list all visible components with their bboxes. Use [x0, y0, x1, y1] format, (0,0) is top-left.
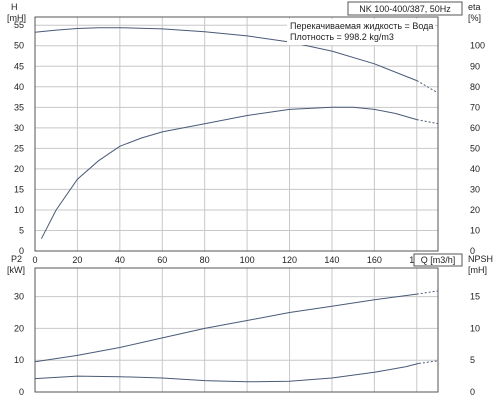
annotation-line-0: Перекачиваемая жидкость = Вода — [290, 21, 433, 31]
top-plot-frame — [34, 16, 439, 252]
top-left-tick-label: 15 — [14, 184, 24, 194]
bottom-plot-frame — [34, 267, 439, 393]
bottom-left-axis-unit: [kW] — [7, 265, 25, 275]
label-layer: 0510152025303540455055010203040506070809… — [7, 2, 493, 397]
top-left-axis-title: H — [11, 2, 18, 12]
top-left-tick-label: 5 — [19, 225, 24, 235]
top-x-tick-label: 140 — [324, 255, 339, 265]
bottom-right-tick-label: 5 — [470, 355, 475, 365]
bottom-left-tick-label: 20 — [14, 323, 24, 333]
top-left-tick-label: 55 — [14, 20, 24, 30]
top-x-tick-label: 20 — [72, 255, 82, 265]
top-right-tick-label: 30 — [470, 184, 480, 194]
top-x-tick-label: 40 — [115, 255, 125, 265]
top-left-tick-label: 35 — [14, 102, 24, 112]
x-axis-label-box — [413, 253, 463, 267]
bottom-left-tick-label: 30 — [14, 292, 24, 302]
top-right-tick-label: 10 — [470, 225, 480, 235]
top-left-tick-label: 45 — [14, 61, 24, 71]
top-right-tick-label: 40 — [470, 164, 480, 174]
top-right-tick-label: 20 — [470, 205, 480, 215]
top-series-0-extension — [416, 80, 439, 94]
top-right-tick-label: 80 — [470, 82, 480, 92]
top-x-tick-label: 100 — [240, 255, 255, 265]
bottom-left-axis-title: P2 — [11, 254, 22, 264]
top-left-tick-label: 30 — [14, 123, 24, 133]
bottom-series-0-line — [34, 293, 417, 363]
top-right-tick-label: 70 — [470, 102, 480, 112]
top-x-tick-label: 80 — [200, 255, 210, 265]
top-x-tick-label: 120 — [282, 255, 297, 265]
top-series-0-line — [34, 27, 417, 82]
top-right-axis-unit: [%] — [468, 13, 481, 23]
chart-title-box — [347, 1, 463, 16]
bottom-left-tick-label: 10 — [14, 355, 24, 365]
top-right-tick-label: 60 — [470, 123, 480, 133]
bottom-right-tick-label: 15 — [470, 292, 480, 302]
top-right-tick-label: 50 — [470, 143, 480, 153]
bottom-left-tick-label: 0 — [19, 387, 24, 397]
top-right-axis-title: eta — [468, 2, 481, 12]
top-right-tick-label: 90 — [470, 61, 480, 71]
top-left-tick-label: 10 — [14, 205, 24, 215]
bottom-series-1-extension — [418, 360, 439, 364]
top-left-tick-label: 25 — [14, 143, 24, 153]
bottom-right-tick-label: 0 — [470, 387, 475, 397]
top-x-tick-label: 0 — [32, 255, 37, 265]
bottom-right-axis-title: NPSH — [468, 254, 493, 264]
curve-layer — [34, 27, 439, 383]
chart-title: NK 100-400/387, 50Hz — [359, 4, 451, 14]
annotation-box — [287, 19, 435, 45]
top-x-tick-label: 60 — [157, 255, 167, 265]
x-axis-label: Q [m3/h] — [421, 255, 456, 265]
top-right-tick-label: 0 — [470, 246, 475, 256]
top-left-tick-label: 20 — [14, 164, 24, 174]
top-x-tick-label: 160 — [367, 255, 382, 265]
frame-layer — [34, 16, 439, 393]
bottom-right-axis-unit: [mH] — [468, 265, 487, 275]
bottom-right-tick-label: 10 — [470, 323, 480, 333]
bottom-series-1-line — [34, 362, 420, 383]
top-left-tick-label: 0 — [19, 246, 24, 256]
top-right-tick-label: 100 — [470, 41, 485, 51]
bottom-series-0-extension — [416, 290, 439, 295]
annotation-line-1: Плотность = 998.2 kg/m3 — [290, 32, 394, 42]
top-series-1-extension — [416, 119, 439, 125]
top-left-tick-label: 50 — [14, 41, 24, 51]
top-left-tick-label: 40 — [14, 82, 24, 92]
box-layer: Q [m3/h] NK 100-400/387, 50Hz Перекачиваем… — [287, 1, 463, 267]
top-series-1-line — [40, 106, 417, 239]
grid-layer — [34, 17, 438, 393]
top-left-axis-unit: [mH] — [7, 13, 26, 23]
